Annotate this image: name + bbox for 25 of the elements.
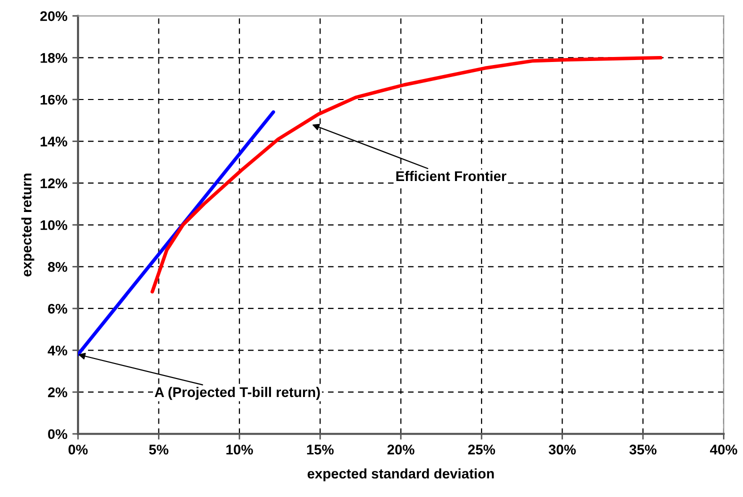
y-tick-label: 20% (40, 11, 68, 22)
x-axis-title: expected standard deviation (308, 468, 494, 482)
x-tick-label: 10% (226, 444, 253, 454)
annotation: A (Projected T-bill return) (154, 386, 320, 400)
x-tick-label: 25% (468, 444, 496, 454)
y-tick-label: 10% (40, 220, 68, 230)
annotation: Efficient Frontier (396, 170, 506, 182)
y-axis-title: expected return (21, 174, 34, 276)
y-tick-label: 0% (48, 429, 68, 440)
y-tick-label: 4% (48, 346, 68, 356)
line-series (150, 56, 662, 294)
y-tick-label: 6% (48, 304, 68, 314)
x-tick-label: 0% (68, 444, 88, 454)
x-tick-label: 30% (548, 444, 576, 455)
y-tick-label: 2% (48, 387, 68, 398)
x-tick-label: 15% (307, 444, 334, 454)
y-tick-label: 14% (40, 136, 68, 146)
x-tick-label: 20% (387, 444, 414, 454)
y-tick-label: 18% (40, 53, 68, 63)
x-tick-label: 35% (629, 444, 657, 455)
x-tick-label: 5% (149, 444, 168, 454)
y-tick-label: 12% (40, 178, 68, 188)
x-tick-label: 40% (710, 444, 738, 454)
y-tick-label: 16% (40, 94, 68, 105)
y-tick-label: 8% (48, 262, 68, 272)
